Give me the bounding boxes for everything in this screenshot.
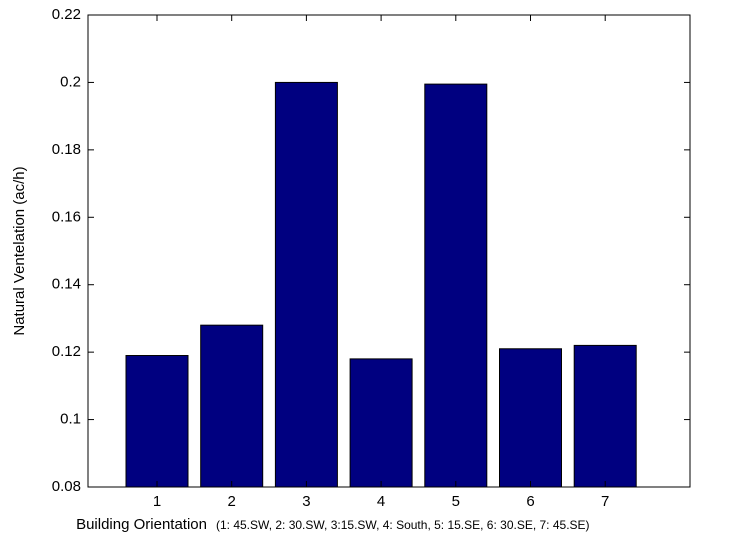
bar bbox=[424, 83, 488, 488]
bar bbox=[499, 348, 562, 488]
bar bbox=[125, 355, 189, 488]
bar bbox=[274, 81, 338, 488]
y-tick-label: 0.18 bbox=[52, 141, 81, 158]
x-tick-label: 6 bbox=[526, 493, 534, 510]
x-tick-label: 3 bbox=[302, 493, 310, 510]
y-tick-label: 0.2 bbox=[60, 73, 81, 90]
x-tick-label: 1 bbox=[153, 493, 161, 510]
bar bbox=[573, 344, 637, 488]
x-tick-label: 7 bbox=[601, 493, 609, 510]
y-tick-label: 0.1 bbox=[60, 411, 81, 428]
x-tick-label: 5 bbox=[452, 493, 460, 510]
bar bbox=[349, 358, 413, 488]
bar bbox=[200, 324, 264, 488]
y-tick-label: 0.16 bbox=[52, 208, 81, 225]
plot-frame bbox=[87, 14, 691, 488]
x-tick-label: 4 bbox=[377, 493, 385, 510]
y-tick-label: 0.22 bbox=[52, 6, 81, 23]
x-axis-note: (1: 45.SW, 2: 30.SW, 3:15.SW, 4: South, … bbox=[216, 518, 590, 532]
x-tick-label: 2 bbox=[228, 493, 236, 510]
y-tick-label: 0.14 bbox=[52, 276, 81, 293]
y-tick-label: 0.08 bbox=[52, 478, 81, 495]
y-tick-label: 0.12 bbox=[52, 343, 81, 360]
x-axis-label: Building Orientation bbox=[76, 516, 207, 533]
y-axis-label: Natural Ventelation (ac/h) bbox=[11, 166, 28, 335]
